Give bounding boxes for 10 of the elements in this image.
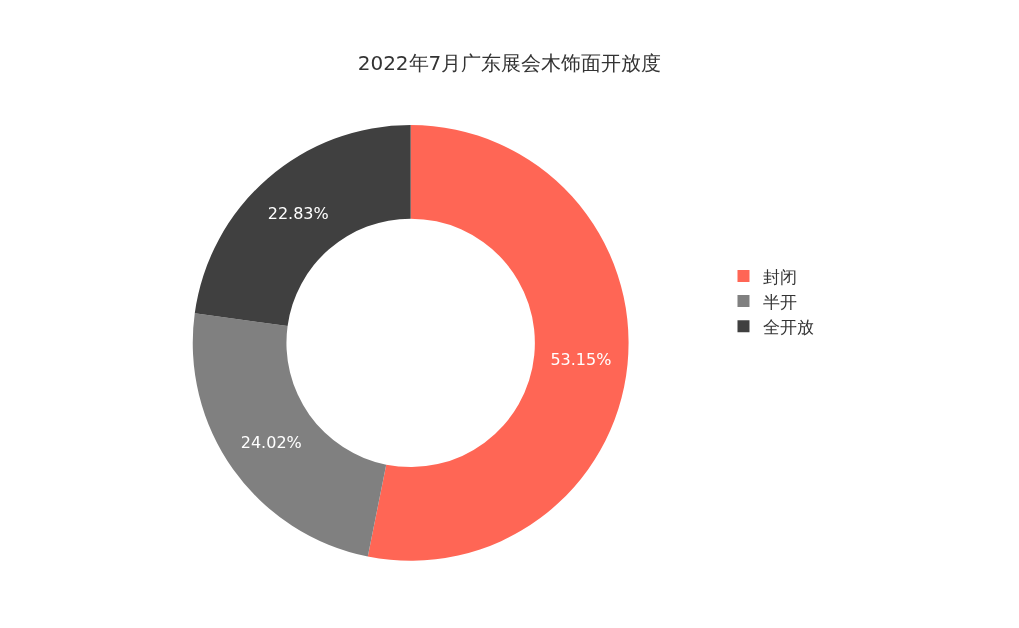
chart-title: 2022年7月广东展会木饰面开放度 <box>357 50 662 75</box>
donut-slice <box>192 313 387 557</box>
legend-label: 封闭 <box>763 266 798 287</box>
donut-slice <box>367 124 629 561</box>
legend-label: 半开 <box>763 291 798 312</box>
legend-label: 全开放 <box>763 316 815 337</box>
donut-slice <box>194 124 411 326</box>
data-label: 53.15% <box>550 350 612 370</box>
data-label: 22.83% <box>267 204 329 224</box>
data-label: 24.02% <box>240 432 302 452</box>
